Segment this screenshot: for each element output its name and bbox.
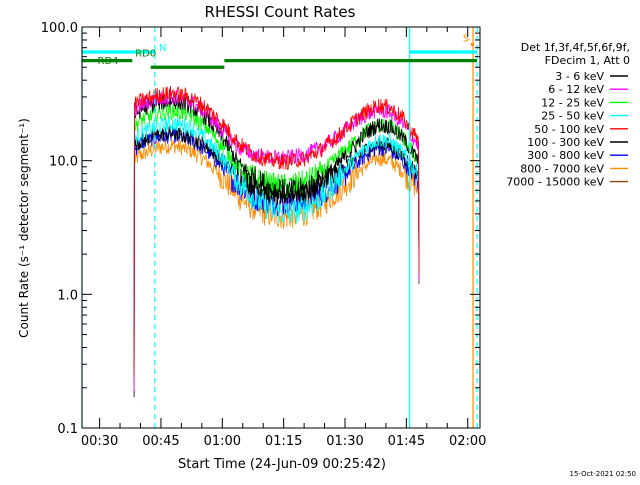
series-line-0 bbox=[133, 94, 420, 398]
footer-timestamp: 15-Oct-2021 02:50 bbox=[570, 470, 636, 478]
y-axis-label: Count Rate (s⁻¹ detector segment⁻¹) bbox=[17, 118, 31, 338]
legend-label: 6 - 12 keV bbox=[548, 83, 604, 96]
x-tick-label: 01:30 bbox=[326, 434, 363, 449]
legend-label: 3 - 6 keV bbox=[555, 70, 604, 83]
series-line-6 bbox=[133, 126, 420, 367]
legend-label: 300 - 800 keV bbox=[527, 149, 604, 162]
x-tick-label: 02:00 bbox=[449, 434, 486, 449]
y-tick-label: 0.1 bbox=[57, 422, 78, 437]
x-tick-label: 01:00 bbox=[204, 434, 241, 449]
legend-header-0: Det 1f,3f,4f,5f,6f,9f, bbox=[521, 41, 630, 54]
flag-label-rd4: RD4 bbox=[98, 56, 119, 67]
legend: Det 1f,3f,4f,5f,6f,9f,FDecim 1, Att 0 3 -… bbox=[506, 41, 630, 189]
x-axis-label: Start Time (24-Jun-09 00:25:42) bbox=[178, 457, 386, 472]
legend-header-1: FDecim 1, Att 0 bbox=[545, 54, 630, 67]
chart-title: RHESSI Count Rates bbox=[205, 3, 356, 21]
x-tick-label: 01:45 bbox=[388, 434, 425, 449]
series-line-1 bbox=[133, 90, 420, 391]
y-tick-label: 100.0 bbox=[41, 21, 78, 36]
tick-labels: 0.1 1.0 10.0 100.0 00:30 00:45 01:00 01:15 01:30… bbox=[41, 21, 487, 449]
x-tick-label: 00:45 bbox=[142, 434, 179, 449]
series-line-4 bbox=[133, 85, 420, 375]
series-line-3 bbox=[133, 115, 420, 380]
axes bbox=[81, 26, 481, 429]
legend-label: 7000 - 15000 keV bbox=[506, 176, 604, 189]
legend-label: 25 - 50 keV bbox=[541, 110, 604, 123]
legend-label: 12 - 25 keV bbox=[541, 96, 604, 109]
y-tick-label: 1.0 bbox=[57, 288, 78, 303]
saa-marker bbox=[471, 42, 475, 46]
legend-label: 100 - 300 keV bbox=[527, 136, 604, 149]
series-lines bbox=[133, 85, 420, 398]
legend-label: 50 - 100 keV bbox=[534, 123, 604, 136]
legend-label: 800 - 7000 keV bbox=[520, 162, 604, 175]
series-line-7 bbox=[133, 139, 420, 363]
x-tick-label: 01:15 bbox=[265, 434, 302, 449]
y-tick-label: 10.0 bbox=[49, 155, 78, 170]
series-line-5 bbox=[133, 125, 420, 371]
plot-frame bbox=[81, 26, 481, 429]
x-tick-label: 00:30 bbox=[81, 434, 118, 449]
flag-label-s: S bbox=[463, 33, 469, 44]
vertical-markers bbox=[81, 27, 478, 428]
flag-label-n: N bbox=[159, 43, 166, 54]
flag-label-rd0: RD0 bbox=[135, 49, 156, 60]
